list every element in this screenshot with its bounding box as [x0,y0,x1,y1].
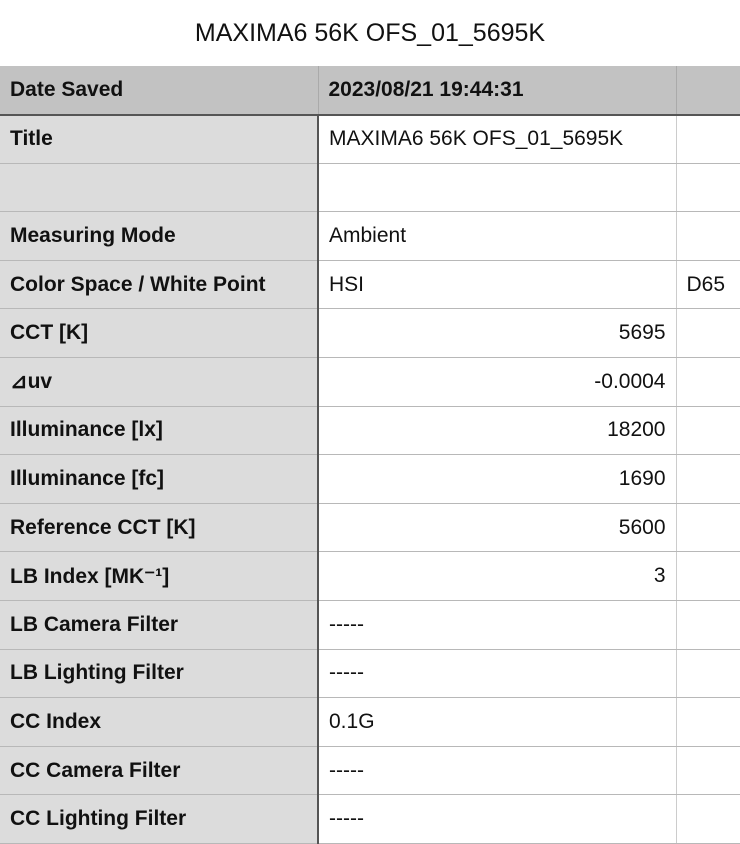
row-extra[interactable] [676,746,740,796]
header-value[interactable]: 2023/08/21 19:44:31 [318,66,677,116]
table-row: CC Camera Filter ----- [0,746,740,796]
row-value[interactable]: 0.1G [318,697,677,747]
table-row: Color Space / White Point HSI D65 [0,260,740,310]
row-label[interactable] [0,163,319,213]
row-label[interactable]: LB Camera Filter [0,600,319,650]
row-extra[interactable] [676,406,740,456]
row-label[interactable]: Reference CCT [K] [0,503,319,553]
row-value[interactable]: Ambient [318,211,677,261]
row-value[interactable]: 5600 [318,503,677,553]
row-extra[interactable] [676,649,740,699]
row-value[interactable]: MAXIMA6 56K OFS_01_5695K [318,114,677,164]
row-value[interactable]: 5695 [318,308,677,359]
measurement-table: Date Saved 2023/08/21 19:44:31 Title MAXI… [0,66,740,844]
row-extra[interactable] [676,794,740,844]
document-title: MAXIMA6 56K OFS_01_5695K [194,19,546,47]
row-value[interactable]: ----- [318,746,677,796]
table-row: CC Lighting Filter ----- [0,794,740,844]
row-extra[interactable] [676,211,740,261]
row-extra[interactable] [676,600,740,650]
row-value[interactable]: HSI [318,260,677,310]
row-extra[interactable] [676,697,740,747]
row-extra[interactable] [676,357,740,407]
table-header-row: Date Saved 2023/08/21 19:44:31 [0,66,740,116]
row-label[interactable]: Illuminance [fc] [0,454,319,504]
row-label[interactable]: CC Index [0,697,319,747]
row-extra[interactable] [676,551,740,602]
row-extra[interactable] [676,503,740,553]
row-label[interactable]: Color Space / White Point [0,260,319,310]
table-row: Illuminance [fc] 1690 [0,454,740,504]
row-value[interactable]: -0.0004 [318,357,677,407]
row-value[interactable]: 3 [318,551,677,602]
row-value[interactable] [318,163,677,213]
table-row: Illuminance [lx] 18200 [0,406,740,456]
row-label[interactable]: LB Lighting Filter [0,649,319,699]
table-row: LB Camera Filter ----- [0,600,740,650]
row-value[interactable]: ----- [318,794,677,844]
row-label[interactable]: ⊿uv [0,357,319,407]
row-extra[interactable] [676,308,740,359]
table-row [0,163,740,213]
table-row: Measuring Mode Ambient [0,211,740,261]
row-value[interactable]: ----- [318,600,677,650]
row-extra[interactable] [676,163,740,213]
row-label[interactable]: LB Index [MK⁻¹] [0,551,319,602]
table-row: CC Index 0.1G [0,697,740,747]
row-value[interactable]: ----- [318,649,677,699]
header-label[interactable]: Date Saved [0,66,319,116]
table-row: Reference CCT [K] 5600 [0,503,740,553]
row-value[interactable]: 1690 [318,454,677,504]
row-extra[interactable] [676,114,740,164]
row-label[interactable]: CC Camera Filter [0,746,319,796]
row-label[interactable]: Title [0,114,319,164]
header-extra[interactable] [676,66,740,116]
table-row: LB Lighting Filter ----- [0,649,740,699]
table-row: LB Index [MK⁻¹] 3 [0,551,740,602]
row-label[interactable]: CCT [K] [0,308,319,359]
row-label[interactable]: CC Lighting Filter [0,794,319,844]
row-label[interactable]: Measuring Mode [0,211,319,261]
row-extra[interactable]: D65 [676,260,740,310]
table-row: ⊿uv -0.0004 [0,357,740,407]
table-row: CCT [K] 5695 [0,308,740,359]
row-value[interactable]: 18200 [318,406,677,456]
row-extra[interactable] [676,454,740,504]
table-row: Title MAXIMA6 56K OFS_01_5695K [0,114,740,164]
row-label[interactable]: Illuminance [lx] [0,406,319,456]
